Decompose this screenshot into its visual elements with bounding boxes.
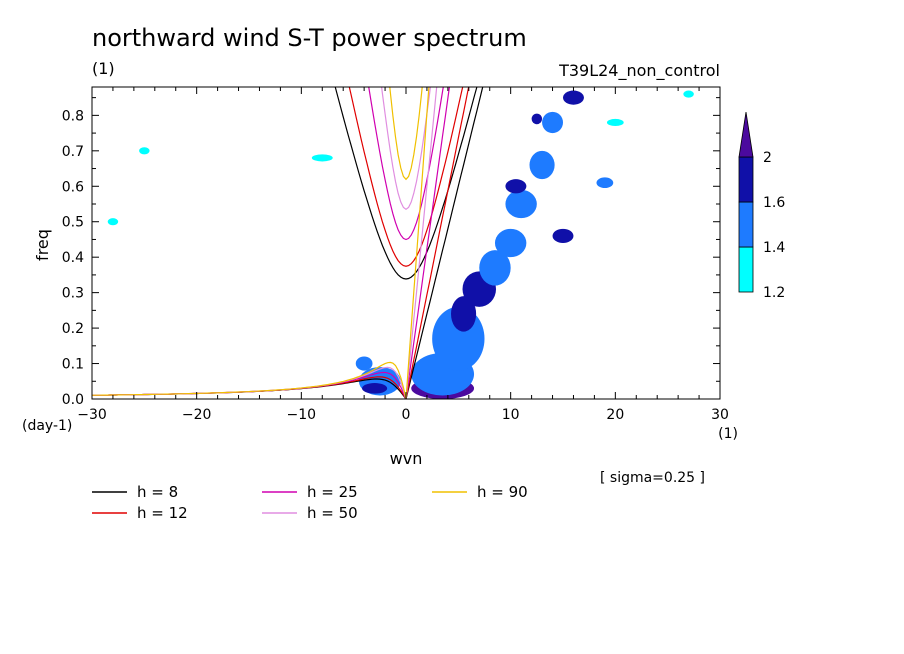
x-tick-label: 0: [402, 407, 411, 423]
contour-fills: [107, 90, 694, 399]
legend-label: h = 12: [137, 504, 188, 522]
plot-frame: [91, 86, 721, 400]
contour-blob: [479, 250, 511, 286]
contour-blob: [311, 154, 333, 162]
inertia-gravity-curve: [348, 87, 464, 267]
inertia-gravity-curve: [381, 87, 431, 211]
contour-blob: [505, 189, 537, 219]
y-tick-label: 0.1: [62, 357, 84, 373]
x-tick-label: −30: [77, 407, 107, 423]
contour-blob: [362, 383, 388, 394]
inertia-gravity-curve: [334, 87, 478, 280]
kelvin-curve: [405, 87, 470, 399]
contour-blob: [542, 111, 563, 134]
y-tick-label: 0.3: [62, 286, 84, 302]
chart-title: northward wind S-T power spectrum: [92, 24, 527, 52]
colorbar-label: 2: [763, 150, 772, 166]
units-label: (1): [92, 59, 115, 78]
contour-blob: [139, 147, 150, 155]
run-label: T39L24_non_control: [558, 61, 720, 81]
x-tick-label: 10: [502, 407, 520, 423]
colorbar-label: 1.6: [763, 195, 785, 211]
legend-label: h = 8: [137, 483, 178, 501]
contour-blob: [563, 90, 584, 105]
y-axis-label: freq: [33, 229, 52, 261]
dispersion-curves: [92, 87, 484, 399]
legend-label: h = 90: [477, 483, 528, 501]
x-tick-label: 20: [606, 407, 624, 423]
y-tick-label: 0.6: [62, 179, 84, 195]
sigma-note: [ sigma=0.25 ]: [600, 470, 705, 486]
x-unit-label: (1): [718, 426, 738, 442]
y-tick-label: 0.8: [62, 108, 84, 124]
legend: h = 8 h = 12 h = 25 h = 50 h = 90: [92, 483, 528, 522]
y-tick-label: 0.0: [62, 392, 84, 408]
contour-blob: [505, 179, 527, 194]
y-tick-label: 0.2: [62, 321, 84, 337]
contour-blob: [355, 356, 373, 371]
inertia-gravity-curve: [368, 87, 444, 241]
axis-ticks: −30 −20 −10 0 10 20 30 0.0 0.1 0.2 0.3 0.4 0.5 0.6 0.7…: [62, 87, 729, 423]
y-unit-label: (day-1): [22, 418, 72, 434]
colorbar-segment: [738, 156, 754, 203]
y-tick-label: 0.7: [62, 144, 84, 160]
contour-blob: [494, 228, 527, 258]
y-tick-label: 0.5: [62, 215, 84, 231]
legend-label: h = 50: [307, 504, 358, 522]
rossby-curve: [92, 361, 407, 399]
colorbar-label: 1.4: [763, 240, 785, 256]
colorbar-segment: [738, 201, 754, 248]
colorbar: 1.2 1.4 1.6 2: [738, 111, 785, 301]
x-tick-label: −10: [287, 407, 317, 423]
rossby-curve: [92, 378, 407, 399]
contour-blob: [451, 296, 477, 332]
legend-label: h = 25: [307, 483, 358, 501]
x-tick-label: −20: [182, 407, 212, 423]
colorbar-label: 1.2: [763, 285, 785, 301]
colorbar-segment: [738, 246, 754, 293]
contour-blob: [596, 177, 614, 189]
y-tick-label: 0.4: [62, 250, 84, 266]
colorbar-extend-triangle: [738, 111, 754, 158]
contour-blob: [531, 113, 543, 125]
contour-blob: [683, 90, 694, 98]
contour-blob: [606, 118, 624, 126]
rossby-curve: [92, 376, 407, 399]
x-tick-label: 30: [711, 407, 729, 423]
x-axis-label: wvn: [390, 449, 423, 468]
contour-blob: [107, 218, 119, 226]
kelvin-curve: [405, 87, 484, 399]
contour-blob: [552, 228, 574, 243]
contour-blob: [529, 150, 555, 180]
inertia-gravity-curve: [389, 87, 423, 181]
